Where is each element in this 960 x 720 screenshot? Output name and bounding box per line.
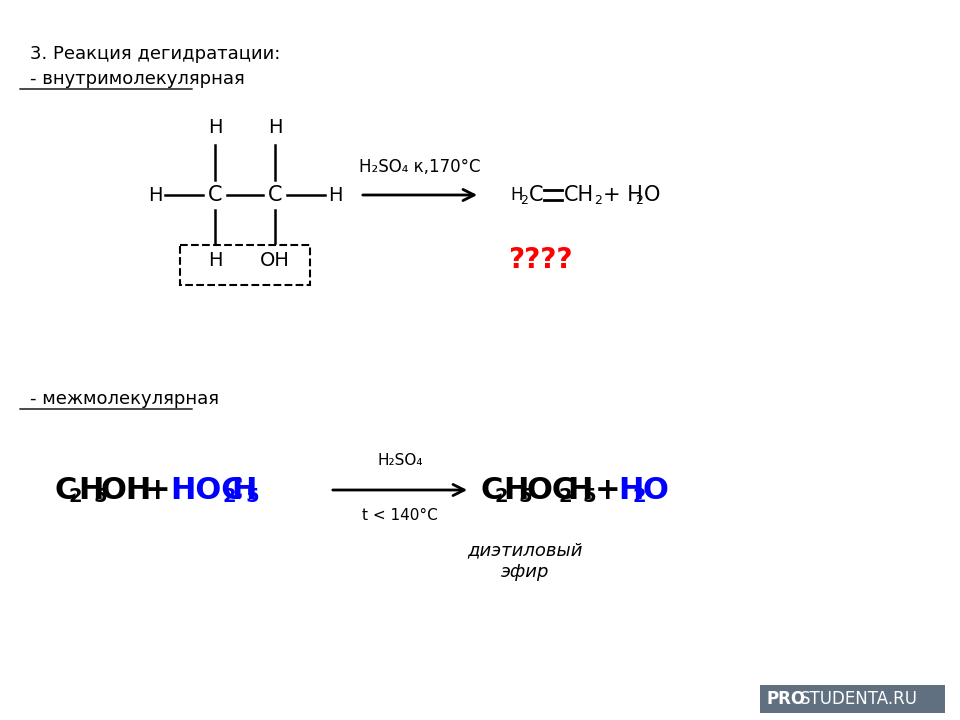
Text: 2: 2 [69, 487, 83, 505]
Bar [760, 685, 945, 713]
Text: C: C [529, 185, 543, 205]
Text: HOC: HOC [170, 475, 244, 505]
Text: 5: 5 [245, 487, 258, 505]
Text: H: H [510, 186, 522, 204]
Text: 3. Реакция дегидратации:: 3. Реакция дегидратации: [30, 45, 280, 63]
Text: STUDENTA.RU: STUDENTA.RU [800, 690, 918, 708]
Text: PRO: PRO [766, 690, 805, 708]
Text: H: H [231, 475, 256, 505]
Text: 5: 5 [93, 487, 107, 505]
Text: H₂SO₄ к,170°C: H₂SO₄ к,170°C [359, 158, 481, 176]
Text: 2: 2 [558, 487, 571, 505]
Text: - внутримолекулярная: - внутримолекулярная [30, 70, 245, 88]
Text: + H: + H [603, 185, 643, 205]
Text: 2: 2 [635, 194, 643, 207]
Text: CH: CH [564, 185, 594, 205]
Text: эфир: эфир [501, 563, 549, 581]
Text: H: H [78, 475, 104, 505]
Text: t < 140°C: t < 140°C [362, 508, 438, 523]
Text: 5: 5 [518, 487, 532, 505]
Text: OH: OH [101, 475, 153, 505]
Text: H: H [567, 475, 592, 505]
Text: 5: 5 [582, 487, 595, 505]
Text: ????: ???? [508, 246, 572, 274]
Text: 2: 2 [222, 487, 235, 505]
Text: H₂SO₄: H₂SO₄ [377, 452, 422, 467]
Text: 2: 2 [633, 487, 647, 505]
Bar [180, 245, 310, 285]
Text: 2: 2 [520, 194, 528, 207]
Text: H: H [148, 186, 162, 204]
Text: H: H [503, 475, 528, 505]
Text: диэтиловый: диэтиловый [468, 541, 583, 559]
Text: +: + [145, 475, 171, 505]
Text: OH: OH [260, 251, 290, 269]
Text: O: O [644, 185, 660, 205]
Text: C: C [480, 475, 502, 505]
Text: H: H [207, 118, 223, 137]
Text: C: C [268, 185, 282, 205]
Text: +: + [595, 475, 620, 505]
Text: - межмолекулярная: - межмолекулярная [30, 390, 219, 408]
Text: O: O [642, 475, 668, 505]
Text: H: H [327, 186, 343, 204]
Text: H: H [207, 251, 223, 269]
Text: H: H [618, 475, 643, 505]
Text: 2: 2 [494, 487, 508, 505]
Text: C: C [55, 475, 78, 505]
Text: 2: 2 [594, 194, 602, 207]
Text: C: C [207, 185, 223, 205]
Text: OC: OC [526, 475, 574, 505]
Text: H: H [268, 118, 282, 137]
